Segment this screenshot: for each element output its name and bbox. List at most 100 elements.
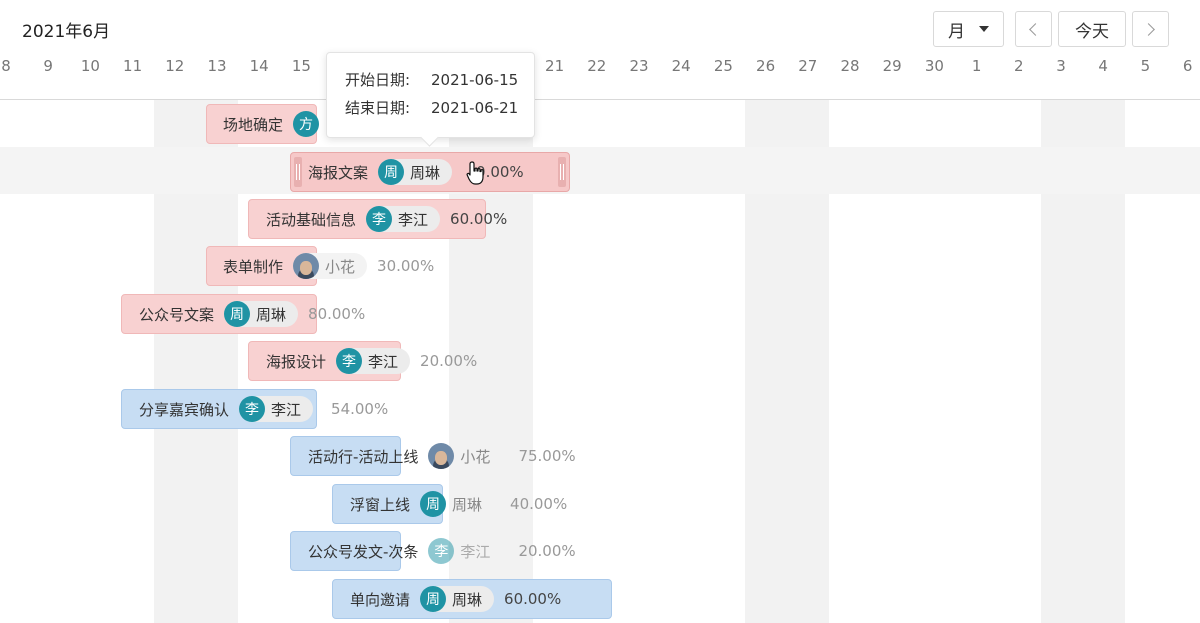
task-name: 公众号文案 bbox=[139, 305, 215, 324]
resize-handle-left[interactable] bbox=[294, 157, 302, 187]
tooltip-end-row: 结束日期: 2021-06-21 bbox=[345, 97, 534, 125]
day-label: 13 bbox=[207, 57, 227, 75]
gantt-grid bbox=[0, 100, 1200, 623]
task-row: 表单制作 小花 30.00% bbox=[223, 246, 434, 286]
assignee-name: 小花 bbox=[460, 447, 491, 466]
tooltip-start-label: 开始日期: bbox=[345, 71, 411, 89]
assignee-chip: 李 李江 bbox=[428, 538, 502, 564]
assignee-chip: 李 李江 bbox=[366, 206, 441, 232]
task-row: 分享嘉宾确认 李 李江 54.00% bbox=[139, 389, 388, 429]
tooltip-start-row: 开始日期: 2021-06-15 bbox=[345, 69, 534, 97]
assignee-name: 李江 bbox=[271, 400, 302, 419]
task-row: 公众号文案 周 周琳 80.00% bbox=[139, 294, 365, 334]
hovered-row-highlight bbox=[0, 147, 1200, 194]
chevron-right-icon bbox=[1142, 22, 1155, 36]
assignee-chip: 周 周琳 bbox=[420, 586, 495, 612]
task-progress: 60.00% bbox=[450, 210, 508, 228]
task-name: 分享嘉宾确认 bbox=[139, 400, 230, 419]
task-progress: 40.00% bbox=[510, 495, 568, 513]
assignee-chip: 李 李江 bbox=[336, 348, 411, 374]
caret-down-icon bbox=[979, 26, 989, 32]
assignee-name: 周琳 bbox=[452, 495, 483, 514]
day-label: 14 bbox=[249, 57, 269, 75]
task-row: 活动行-活动上线 小花 75.00% bbox=[308, 436, 576, 476]
task-progress: 20.00% bbox=[420, 352, 478, 370]
next-button[interactable] bbox=[1132, 11, 1169, 47]
task-bar[interactable] bbox=[290, 531, 401, 571]
day-label: 10 bbox=[80, 57, 100, 75]
task-name: 海报设计 bbox=[266, 352, 327, 371]
avatar: 李 bbox=[366, 206, 393, 232]
day-label: 26 bbox=[756, 57, 776, 75]
task-row: 单向邀请 周 周琳 60.00% bbox=[350, 579, 561, 619]
assignee-name: 小花 bbox=[325, 257, 356, 276]
user-photo-avatar bbox=[293, 253, 320, 279]
task-row: 公众号发文-次条 李 李江 20.00% bbox=[308, 531, 576, 571]
task-progress: 54.00% bbox=[331, 400, 389, 418]
assignee-name: 周琳 bbox=[410, 163, 441, 182]
chevron-left-icon bbox=[1029, 22, 1042, 36]
task-progress: 20.00% bbox=[518, 542, 576, 560]
assignee-chip: 李 李江 bbox=[239, 396, 314, 422]
day-label: 2 bbox=[1014, 57, 1024, 75]
task-progress: 75.00% bbox=[518, 447, 576, 465]
day-label: 9 bbox=[43, 57, 53, 75]
task-bar[interactable] bbox=[290, 436, 401, 476]
avatar: 周 bbox=[420, 491, 447, 517]
day-label: 12 bbox=[165, 57, 185, 75]
day-label: 11 bbox=[123, 57, 143, 75]
hand-cursor-icon bbox=[466, 161, 484, 185]
assignee-name: 周琳 bbox=[256, 305, 287, 324]
avatar: 李 bbox=[336, 348, 363, 374]
task-name: 公众号发文-次条 bbox=[308, 542, 419, 561]
day-label: 30 bbox=[924, 57, 944, 75]
day-label: 15 bbox=[291, 57, 311, 75]
task-name: 场地确定 bbox=[223, 115, 284, 134]
avatar: 周 bbox=[420, 586, 447, 612]
avatar: 方 bbox=[293, 111, 320, 137]
assignee-chip: 小花 bbox=[428, 443, 502, 469]
assignee-chip: 周 周琳 bbox=[378, 159, 453, 185]
resize-handle-right[interactable] bbox=[558, 157, 566, 187]
assignee-name: 周琳 bbox=[452, 590, 483, 609]
day-label: 5 bbox=[1140, 57, 1151, 75]
task-row: 海报设计 李 李江 20.00% bbox=[266, 341, 477, 381]
day-label: 8 bbox=[1, 57, 11, 75]
task-row: 浮窗上线 周 周琳 40.00% bbox=[350, 484, 567, 524]
day-label: 24 bbox=[671, 57, 691, 75]
gantt-header: 2021年6月 89101112131415161718192021222324… bbox=[0, 0, 1200, 100]
task-name: 表单制作 bbox=[223, 257, 284, 276]
assignee-chip: 小花 bbox=[293, 253, 368, 279]
task-name: 活动基础信息 bbox=[266, 210, 357, 229]
assignee-chip: 周 周琳 bbox=[224, 301, 299, 327]
task-row: 活动基础信息 李 李江 60.00% bbox=[266, 199, 507, 239]
task-name: 单向邀请 bbox=[350, 590, 411, 609]
tooltip-end-value: 2021-06-21 bbox=[431, 99, 519, 117]
avatar: 周 bbox=[378, 159, 405, 185]
task-name: 海报文案 bbox=[308, 163, 369, 182]
task-name: 活动行-活动上线 bbox=[308, 447, 419, 466]
tooltip-end-label: 结束日期: bbox=[345, 99, 411, 117]
view-mode-label: 月 bbox=[948, 21, 965, 42]
day-label: 28 bbox=[840, 57, 860, 75]
day-label: 6 bbox=[1182, 57, 1193, 75]
day-label: 23 bbox=[629, 57, 649, 75]
task-progress: 30.00% bbox=[377, 257, 435, 275]
day-label: 21 bbox=[545, 57, 565, 75]
avatar: 周 bbox=[224, 301, 251, 327]
day-label: 27 bbox=[798, 57, 818, 75]
day-label: 25 bbox=[713, 57, 733, 75]
day-label: 29 bbox=[882, 57, 902, 75]
assignee-name: 李江 bbox=[398, 210, 429, 229]
task-row: 海报文案 周 周琳 0.00% bbox=[308, 152, 524, 192]
task-row: 场地确定 方 bbox=[223, 104, 325, 144]
task-progress: 60.00% bbox=[504, 590, 562, 608]
view-mode-select[interactable]: 月 bbox=[933, 11, 1004, 47]
task-progress: 80.00% bbox=[308, 305, 366, 323]
assignee-name: 李江 bbox=[460, 542, 491, 561]
prev-button[interactable] bbox=[1015, 11, 1052, 47]
tooltip-start-value: 2021-06-15 bbox=[431, 71, 519, 89]
avatar: 李 bbox=[428, 538, 455, 564]
avatar: 李 bbox=[239, 396, 266, 422]
today-button[interactable]: 今天 bbox=[1058, 11, 1126, 47]
